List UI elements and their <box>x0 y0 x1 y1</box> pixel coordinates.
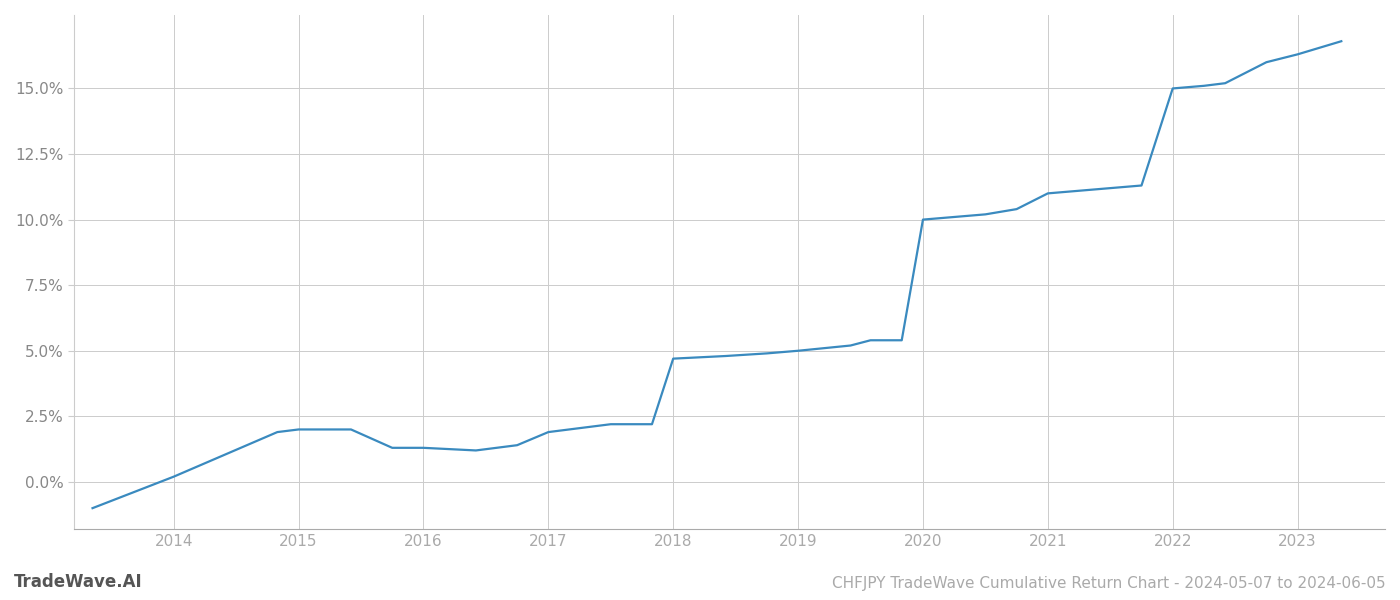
Text: CHFJPY TradeWave Cumulative Return Chart - 2024-05-07 to 2024-06-05: CHFJPY TradeWave Cumulative Return Chart… <box>833 576 1386 591</box>
Text: TradeWave.AI: TradeWave.AI <box>14 573 143 591</box>
